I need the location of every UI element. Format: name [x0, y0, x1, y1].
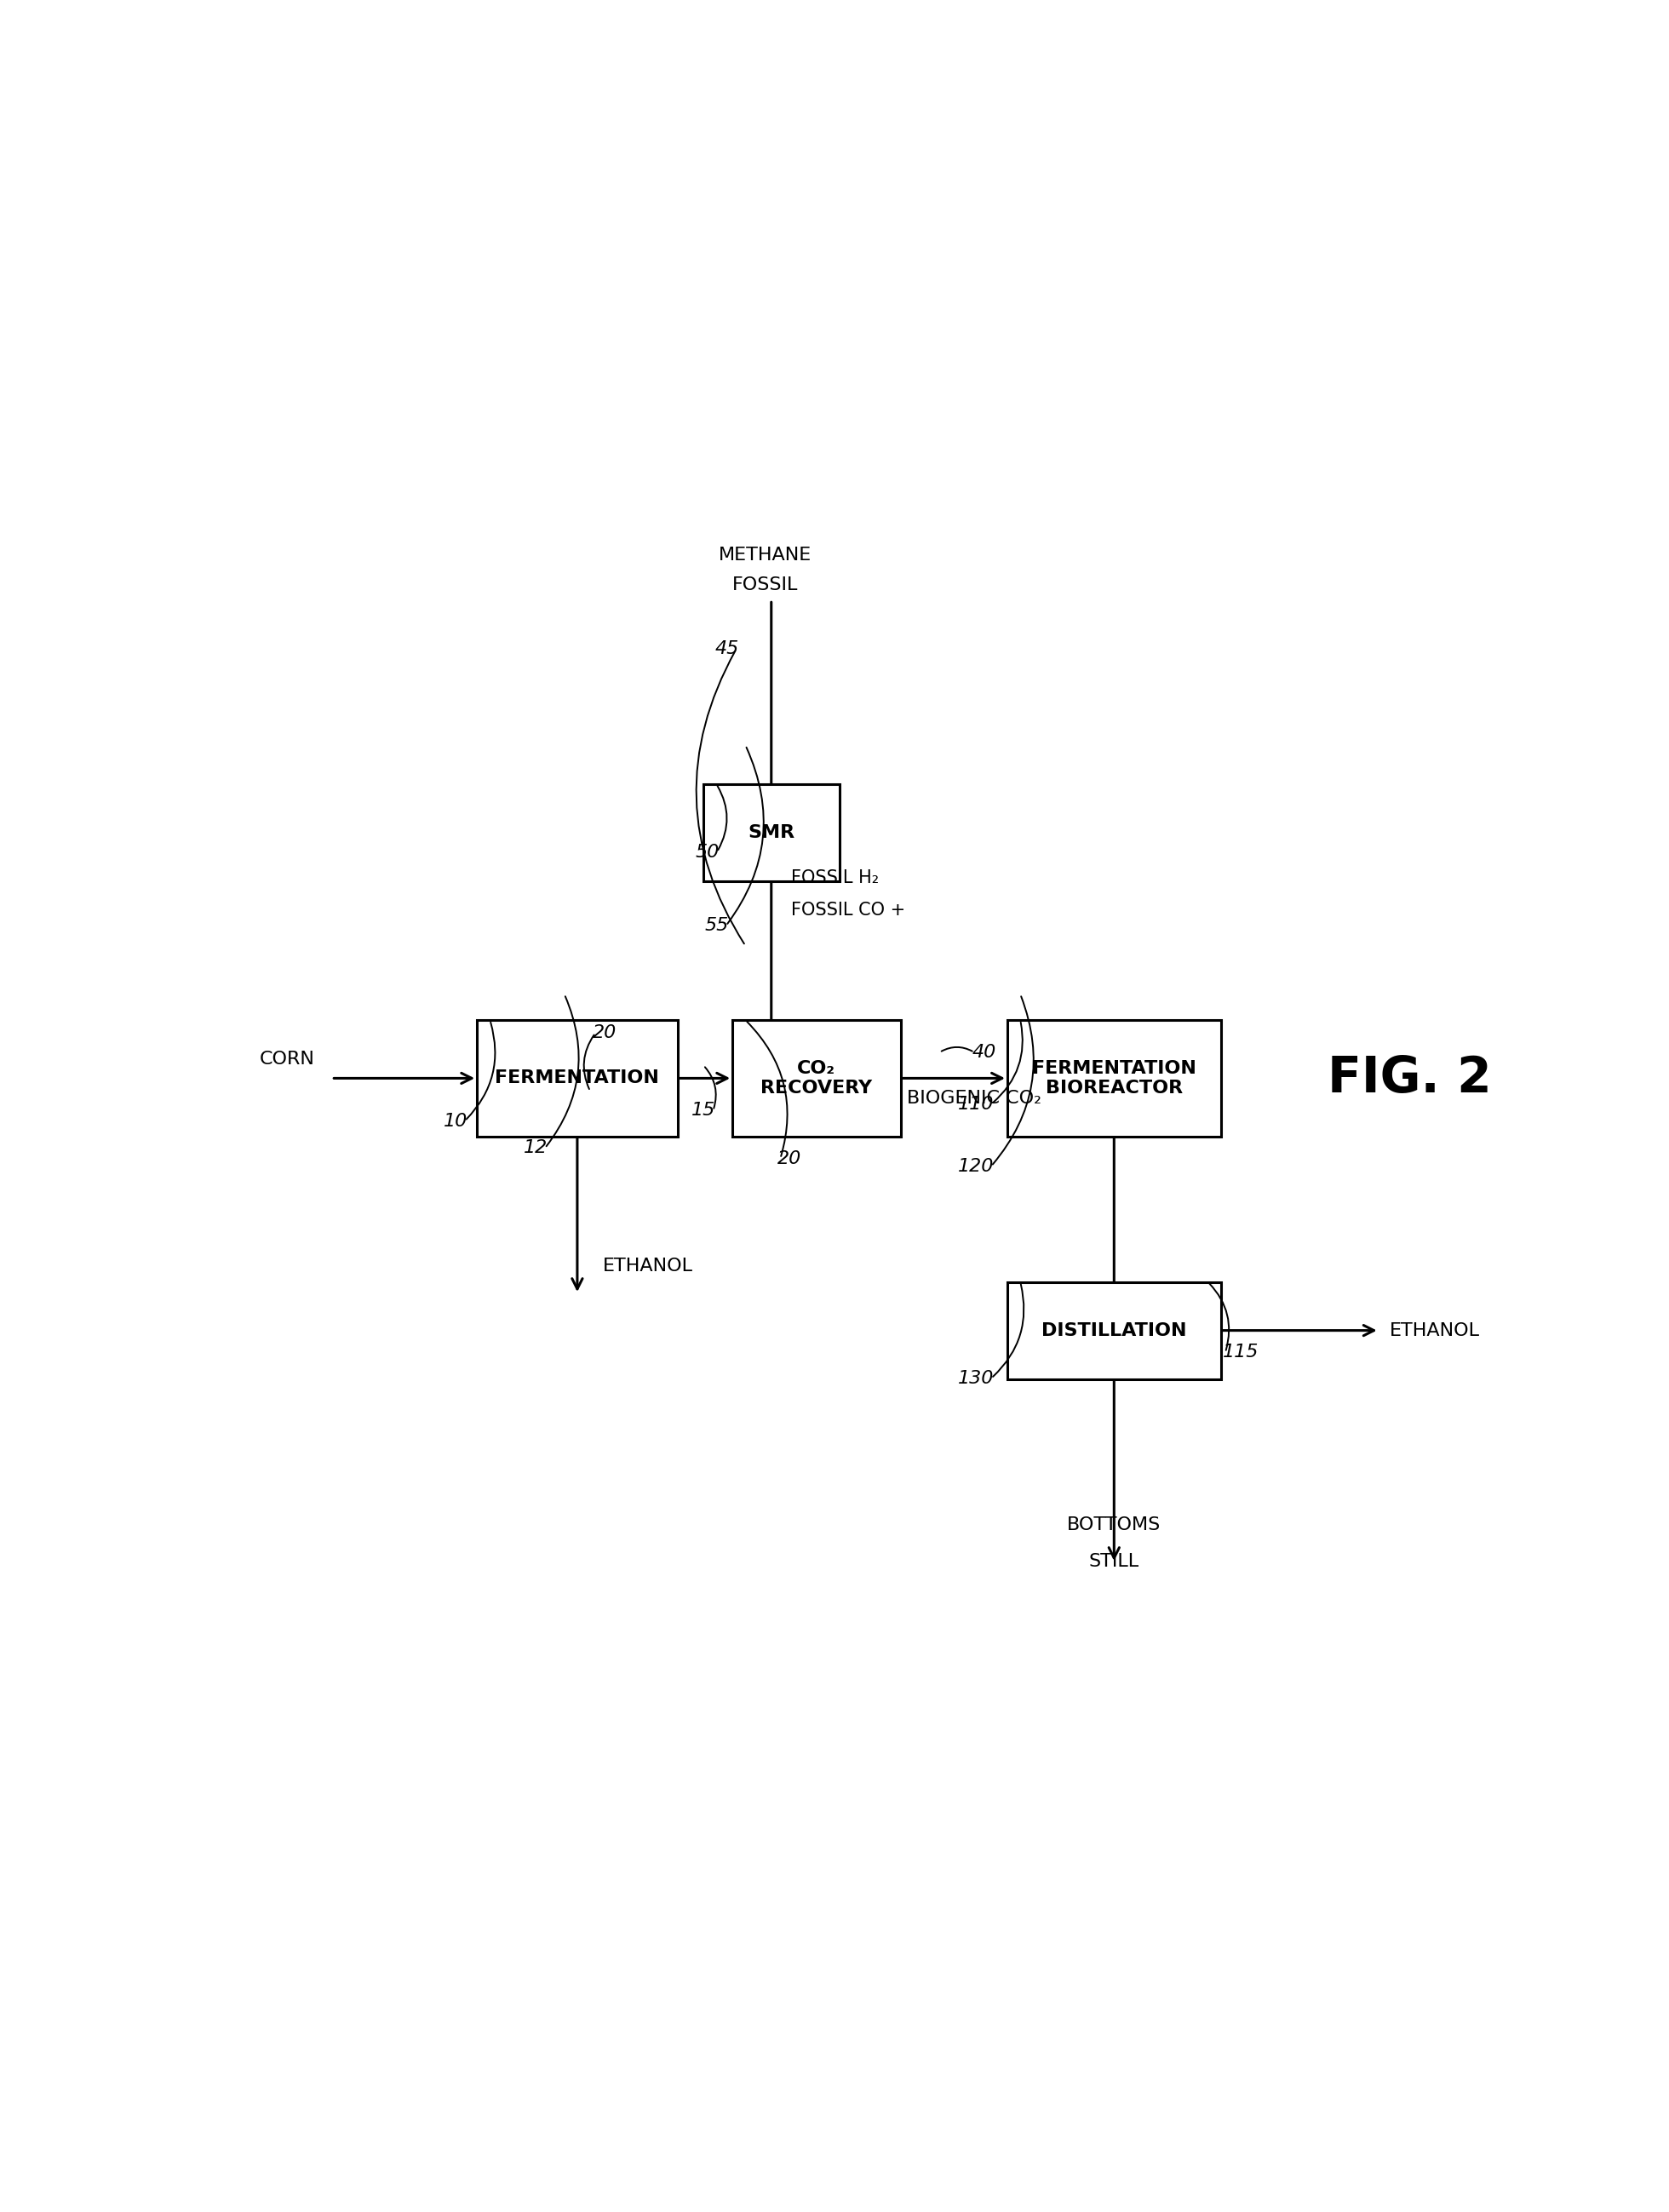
Text: 55: 55 — [704, 918, 729, 933]
Text: FIG. 2: FIG. 2 — [1327, 1053, 1492, 1102]
Text: 15: 15 — [691, 1102, 716, 1119]
Text: 40: 40 — [971, 1044, 996, 1062]
Text: FOSSIL H₂: FOSSIL H₂ — [791, 869, 878, 887]
Text: FOSSIL: FOSSIL — [733, 577, 798, 593]
FancyBboxPatch shape — [477, 1020, 678, 1137]
Text: 130: 130 — [958, 1369, 993, 1387]
Text: STILL: STILL — [1088, 1553, 1140, 1571]
FancyBboxPatch shape — [703, 783, 840, 880]
Text: BOTTOMS: BOTTOMS — [1066, 1517, 1162, 1533]
Text: FERMENTATION: FERMENTATION — [496, 1071, 659, 1086]
Text: FOSSIL CO +: FOSSIL CO + — [791, 902, 905, 918]
Text: BIOGENIC CO₂: BIOGENIC CO₂ — [908, 1091, 1041, 1106]
Text: DISTILLATION: DISTILLATION — [1041, 1323, 1187, 1338]
FancyBboxPatch shape — [1008, 1020, 1220, 1137]
Text: ETHANOL: ETHANOL — [1390, 1323, 1480, 1338]
Text: 20: 20 — [778, 1150, 801, 1168]
Text: 12: 12 — [524, 1139, 547, 1157]
Text: FERMENTATION
BIOREACTOR: FERMENTATION BIOREACTOR — [1031, 1060, 1197, 1097]
Text: METHANE: METHANE — [718, 546, 811, 564]
FancyBboxPatch shape — [1008, 1283, 1220, 1378]
Text: 50: 50 — [696, 843, 719, 860]
Text: SMR: SMR — [748, 825, 794, 841]
Text: CO₂
RECOVERY: CO₂ RECOVERY — [761, 1060, 873, 1097]
Text: 120: 120 — [958, 1157, 993, 1175]
Text: 45: 45 — [714, 639, 739, 657]
FancyBboxPatch shape — [733, 1020, 901, 1137]
Text: 20: 20 — [592, 1024, 618, 1042]
Text: 10: 10 — [444, 1113, 467, 1130]
Text: ETHANOL: ETHANOL — [603, 1256, 693, 1274]
Text: CORN: CORN — [259, 1051, 315, 1068]
Text: 110: 110 — [958, 1095, 993, 1113]
Text: 115: 115 — [1223, 1345, 1258, 1360]
